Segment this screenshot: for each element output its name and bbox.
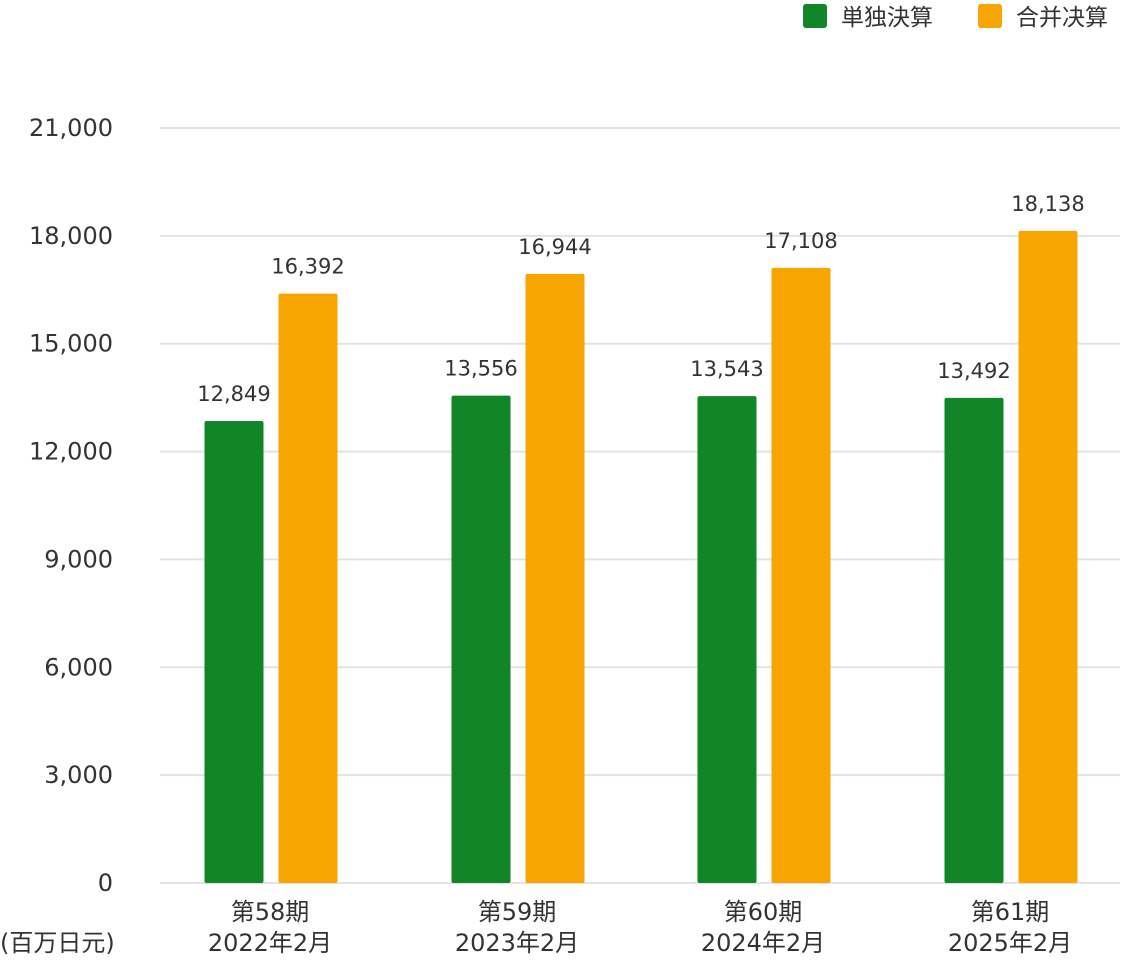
data-label: 16,944 xyxy=(518,235,591,259)
category-period-label: 第61期 xyxy=(971,898,1050,926)
data-label: 16,392 xyxy=(271,255,344,279)
data-label: 12,849 xyxy=(197,382,270,406)
y-tick-label: 12,000 xyxy=(29,438,113,466)
bar-series-1-cat-1 xyxy=(525,273,585,883)
category-date-label: 2023年2月 xyxy=(455,929,579,957)
y-tick-label: 18,000 xyxy=(29,222,113,250)
legend-label: 合并决算 xyxy=(1016,5,1108,31)
data-label: 13,556 xyxy=(444,357,517,381)
data-labels: 12,849 13,556 13,543 13,492 16,392 16,944 17,1… xyxy=(197,192,1084,406)
unit-label: (百万日元) xyxy=(0,929,115,957)
x-axis: 第58期 2022年2月 第59期 2023年2月 第60期 2024年2月 第61期 202… xyxy=(208,898,1072,957)
y-tick-label: 21,000 xyxy=(29,114,113,142)
legend-label: 単独決算 xyxy=(841,5,933,31)
category-date-label: 2022年2月 xyxy=(208,929,332,957)
legend-swatch xyxy=(803,4,827,28)
y-axis: 0 3,000 6,000 9,000 12,000 15,000 18,000 21,000 xyxy=(29,114,113,897)
category-date-label: 2024年2月 xyxy=(701,929,825,957)
category-period-label: 第60期 xyxy=(724,898,803,926)
category-period-label: 第58期 xyxy=(231,898,310,926)
legend-swatch xyxy=(978,4,1002,28)
bar-series-0-cat-1 xyxy=(451,395,511,883)
bar-series-0-cat-3 xyxy=(944,397,1004,883)
data-label: 18,138 xyxy=(1011,192,1084,216)
y-tick-label: 3,000 xyxy=(44,761,113,789)
category-period-label: 第59期 xyxy=(478,898,557,926)
data-label: 13,543 xyxy=(690,357,763,381)
bar-series-1-cat-0 xyxy=(278,293,338,883)
bar-series-0-cat-2 xyxy=(697,396,757,883)
y-tick-label: 6,000 xyxy=(44,653,113,681)
data-label: 17,108 xyxy=(764,229,837,253)
bars xyxy=(204,230,1078,884)
y-tick-label: 0 xyxy=(98,869,113,897)
bar-series-1-cat-2 xyxy=(771,267,831,884)
bar-series-1-cat-3 xyxy=(1018,230,1078,883)
y-tick-label: 15,000 xyxy=(29,330,113,358)
category-date-label: 2025年2月 xyxy=(948,929,1072,957)
data-label: 13,492 xyxy=(937,359,1010,383)
y-tick-label: 9,000 xyxy=(44,545,113,573)
bar-series-0-cat-0 xyxy=(204,421,264,883)
legend: 単独決算 合并决算 xyxy=(803,4,1108,31)
